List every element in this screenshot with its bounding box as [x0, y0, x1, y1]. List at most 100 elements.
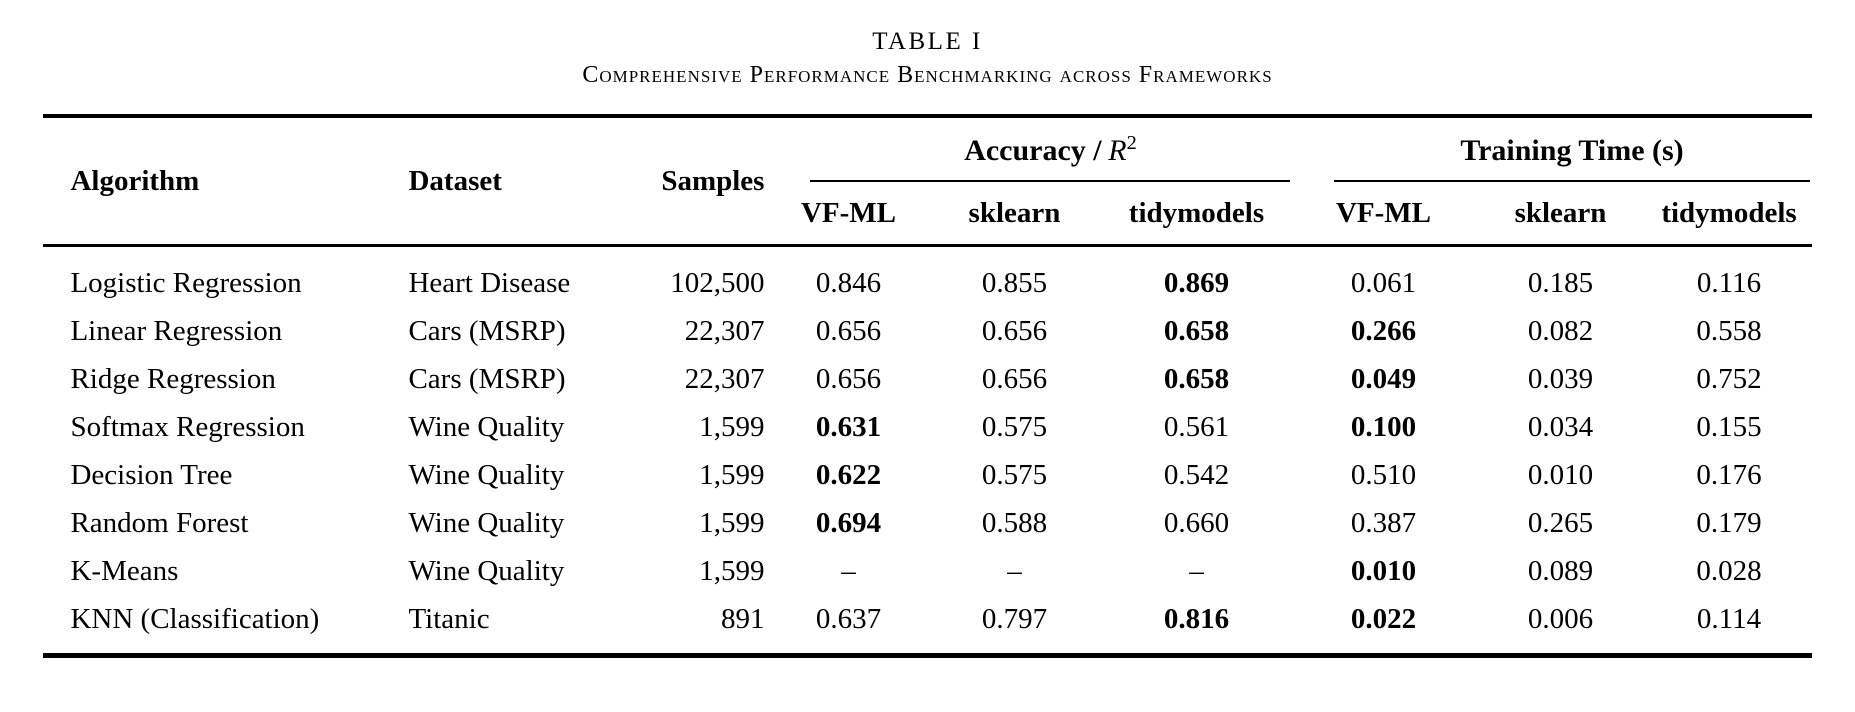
accuracy-vfml-cell: 0.656: [815, 363, 882, 395]
training-tidymodels-cell: 0.028: [1696, 555, 1762, 587]
subheader-accuracy-sklearn: sklearn: [928, 182, 1101, 247]
accuracy-sklearn-cell: 0.656: [981, 363, 1048, 395]
training-sklearn-cell: 0.039: [1527, 363, 1594, 395]
training-sklearn-cell: 0.265: [1527, 507, 1594, 539]
accuracy-tidymodels-cell: 0.816: [1163, 603, 1230, 635]
table-row: Logistic Regression Heart Disease 102,50…: [43, 246, 1811, 308]
accuracy-sklearn-cell: 0.855: [981, 267, 1048, 299]
dataset-cell: Cars (MSRP): [408, 363, 566, 395]
training-sklearn-cell: 0.185: [1527, 267, 1594, 299]
algorithm-cell: Softmax Regression: [70, 411, 305, 443]
accuracy-tidymodels-cell: 0.660: [1163, 507, 1230, 539]
subheader-accuracy-tidymodels: tidymodels: [1100, 182, 1293, 247]
samples-cell: 1,599: [699, 507, 765, 539]
samples-cell: 1,599: [699, 459, 765, 491]
table-row: K-Means Wine Quality 1,599 – – – 0.010 0…: [43, 547, 1811, 595]
training-sklearn-cell: 0.006: [1527, 603, 1594, 635]
table-caption: TABLE I Comprehensive Performance Benchm…: [0, 0, 1855, 92]
training-sklearn-cell: 0.082: [1527, 315, 1594, 347]
column-header-samples: Samples: [613, 116, 769, 247]
subheader-training-vfml: VF-ML: [1292, 182, 1475, 247]
training-tidymodels-cell: 0.114: [1696, 603, 1762, 635]
accuracy-tidymodels-cell: –: [1189, 555, 1204, 587]
training-time-group-header: Training Time (s): [1292, 116, 1811, 182]
algorithm-cell: Ridge Regression: [70, 363, 276, 395]
training-vfml-cell: 0.510: [1350, 459, 1417, 491]
training-sklearn-cell: 0.010: [1527, 459, 1594, 491]
training-vfml-cell: 0.022: [1350, 603, 1417, 635]
training-vfml-cell: 0.387: [1350, 507, 1417, 539]
accuracy-label-prefix: Accuracy /: [964, 134, 1102, 167]
algorithm-cell: K-Means: [70, 555, 179, 587]
samples-cell: 1,599: [699, 411, 765, 443]
algorithm-cell: Random Forest: [70, 507, 249, 539]
table-header: Algorithm Dataset Samples Accuracy / R2 T…: [43, 116, 1812, 247]
accuracy-vfml-cell: 0.846: [815, 267, 882, 299]
training-sklearn-cell: 0.089: [1527, 555, 1594, 587]
samples-cell: 1,599: [699, 555, 765, 587]
samples-cell: 22,307: [684, 315, 765, 347]
accuracy-sklearn-cell: 0.797: [981, 603, 1048, 635]
samples-cell: 22,307: [684, 363, 765, 395]
accuracy-sklearn-cell: 0.588: [981, 507, 1048, 539]
accuracy-vfml-cell: –: [841, 555, 856, 587]
table-row: Linear Regression Cars (MSRP) 22,307 0.6…: [43, 307, 1811, 355]
accuracy-vfml-cell: 0.622: [815, 459, 882, 491]
accuracy-group-label: Accuracy / R2: [810, 118, 1291, 182]
table-row: Decision Tree Wine Quality 1,599 0.622 0…: [43, 451, 1811, 499]
dataset-cell: Wine Quality: [408, 507, 565, 539]
column-header-dataset: Dataset: [408, 116, 614, 247]
training-vfml-cell: 0.100: [1350, 411, 1417, 443]
accuracy-sklearn-cell: 0.575: [981, 459, 1048, 491]
samples-cell: 102,500: [670, 267, 765, 299]
table-row: Ridge Regression Cars (MSRP) 22,307 0.65…: [43, 355, 1811, 403]
table-title: Comprehensive Performance Benchmarking a…: [582, 62, 1273, 88]
accuracy-tidymodels-cell: 0.658: [1163, 363, 1230, 395]
accuracy-vfml-cell: 0.631: [815, 411, 882, 443]
accuracy-tidymodels-cell: 0.561: [1163, 411, 1230, 443]
r-squared-exponent: 2: [1126, 132, 1137, 154]
r-squared-symbol: R: [1108, 134, 1127, 167]
training-vfml-cell: 0.010: [1350, 555, 1417, 587]
accuracy-tidymodels-cell: 0.542: [1163, 459, 1230, 491]
algorithm-cell: Decision Tree: [70, 459, 233, 491]
training-tidymodels-cell: 0.558: [1696, 315, 1762, 347]
accuracy-tidymodels-cell: 0.869: [1163, 267, 1230, 299]
dataset-cell: Titanic: [408, 603, 490, 635]
column-header-algorithm: Algorithm: [43, 116, 409, 247]
training-sklearn-cell: 0.034: [1527, 411, 1594, 443]
header-row-groups: Algorithm Dataset Samples Accuracy / R2 T…: [43, 116, 1811, 247]
subheader-accuracy-vfml: VF-ML: [768, 182, 929, 247]
samples-cell: 891: [720, 603, 765, 635]
accuracy-vfml-cell: 0.656: [815, 315, 882, 347]
accuracy-group-header: Accuracy / R2: [768, 116, 1292, 182]
table-row: Softmax Regression Wine Quality 1,599 0.…: [43, 403, 1811, 451]
dataset-cell: Wine Quality: [408, 459, 565, 491]
table-body: Logistic Regression Heart Disease 102,50…: [43, 246, 1811, 656]
training-tidymodels-cell: 0.179: [1696, 507, 1762, 539]
table-row: Random Forest Wine Quality 1,599 0.694 0…: [43, 499, 1811, 547]
accuracy-sklearn-cell: –: [1007, 555, 1022, 587]
training-tidymodels-cell: 0.176: [1696, 459, 1762, 491]
training-tidymodels-cell: 0.752: [1696, 363, 1762, 395]
algorithm-cell: KNN (Classification): [70, 603, 320, 635]
table-number: TABLE I: [872, 28, 983, 55]
accuracy-vfml-cell: 0.637: [815, 603, 882, 635]
accuracy-tidymodels-cell: 0.658: [1163, 315, 1230, 347]
accuracy-vfml-cell: 0.694: [815, 507, 882, 539]
subheader-training-tidymodels: tidymodels: [1646, 182, 1812, 247]
training-vfml-cell: 0.266: [1350, 315, 1417, 347]
training-vfml-cell: 0.049: [1350, 363, 1417, 395]
accuracy-sklearn-cell: 0.656: [981, 315, 1048, 347]
dataset-cell: Wine Quality: [408, 411, 565, 443]
algorithm-cell: Linear Regression: [70, 315, 283, 347]
training-time-group-label: Training Time (s): [1334, 118, 1810, 182]
table-row: KNN (Classification) Titanic 891 0.637 0…: [43, 595, 1811, 656]
accuracy-sklearn-cell: 0.575: [981, 411, 1048, 443]
training-vfml-cell: 0.061: [1350, 267, 1417, 299]
algorithm-cell: Logistic Regression: [70, 267, 302, 299]
training-tidymodels-cell: 0.155: [1696, 411, 1762, 443]
header-row-frameworks: VF-ML sklearn tidymodels VF-ML sklearn t…: [43, 182, 1812, 247]
benchmark-table: Algorithm Dataset Samples Accuracy / R2 T…: [43, 114, 1812, 658]
